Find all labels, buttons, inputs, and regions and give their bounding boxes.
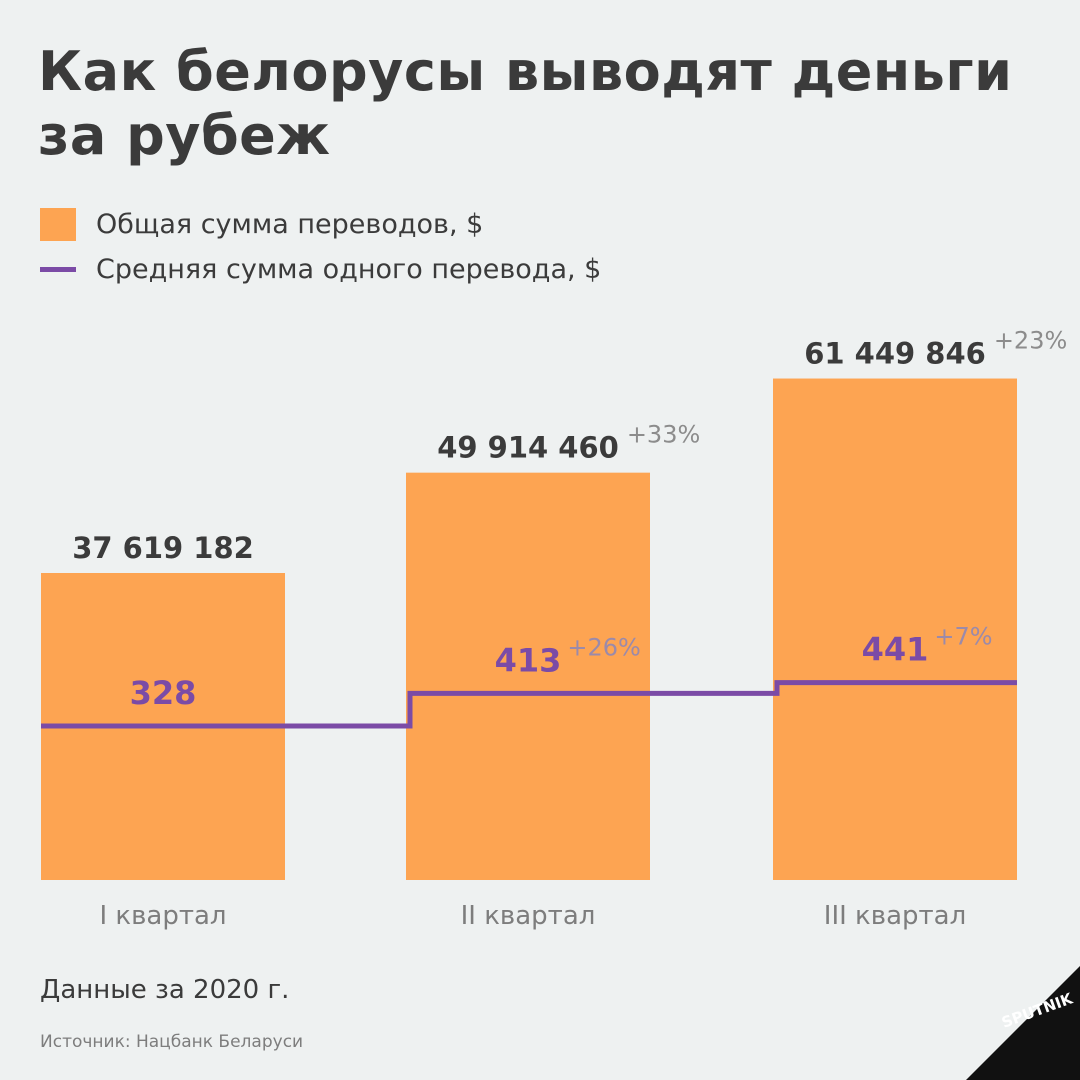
bar-change-label: +23%: [994, 327, 1067, 355]
legend-label-total: Общая сумма переводов, $: [96, 209, 484, 240]
x-axis-tick-label: I квартал: [99, 901, 226, 931]
legend-swatch-line: [40, 267, 76, 272]
average-value-label: 413: [495, 641, 562, 679]
bar-value-label: 49 914 460: [437, 431, 619, 465]
average-value-label: 441: [862, 631, 929, 669]
average-value-label: 328: [130, 674, 197, 712]
chart-title: Как белорусы выводят деньги за рубеж: [38, 40, 1013, 167]
source-note: Источник: Нацбанк Беларуси: [40, 1032, 304, 1052]
x-axis-tick-label: III квартал: [824, 901, 966, 931]
bar-value-label: 37 619 182: [72, 531, 254, 565]
average-step-line: [41, 680, 1017, 729]
bar-value-label: 61 449 846: [804, 337, 986, 371]
x-axis-tick-label: II квартал: [461, 901, 596, 931]
bar-2: [406, 472, 650, 880]
bar-change-label: +33%: [627, 421, 700, 449]
logo-triangle: [966, 966, 1080, 1080]
legend-swatch-bar: [40, 208, 76, 241]
legend-item-average: Средняя сумма одного перевода, $: [40, 254, 601, 285]
legend-item-total: Общая сумма переводов, $: [40, 208, 483, 241]
data-note: Данные за 2020 г.: [40, 975, 290, 1005]
average-change-label: +7%: [934, 623, 992, 651]
average-change-label: +26%: [567, 633, 640, 661]
legend-label-average: Средняя сумма одного перевода, $: [96, 254, 602, 285]
sputnik-logo: SPUTNIK: [966, 966, 1080, 1080]
bar-3: [773, 378, 1017, 880]
